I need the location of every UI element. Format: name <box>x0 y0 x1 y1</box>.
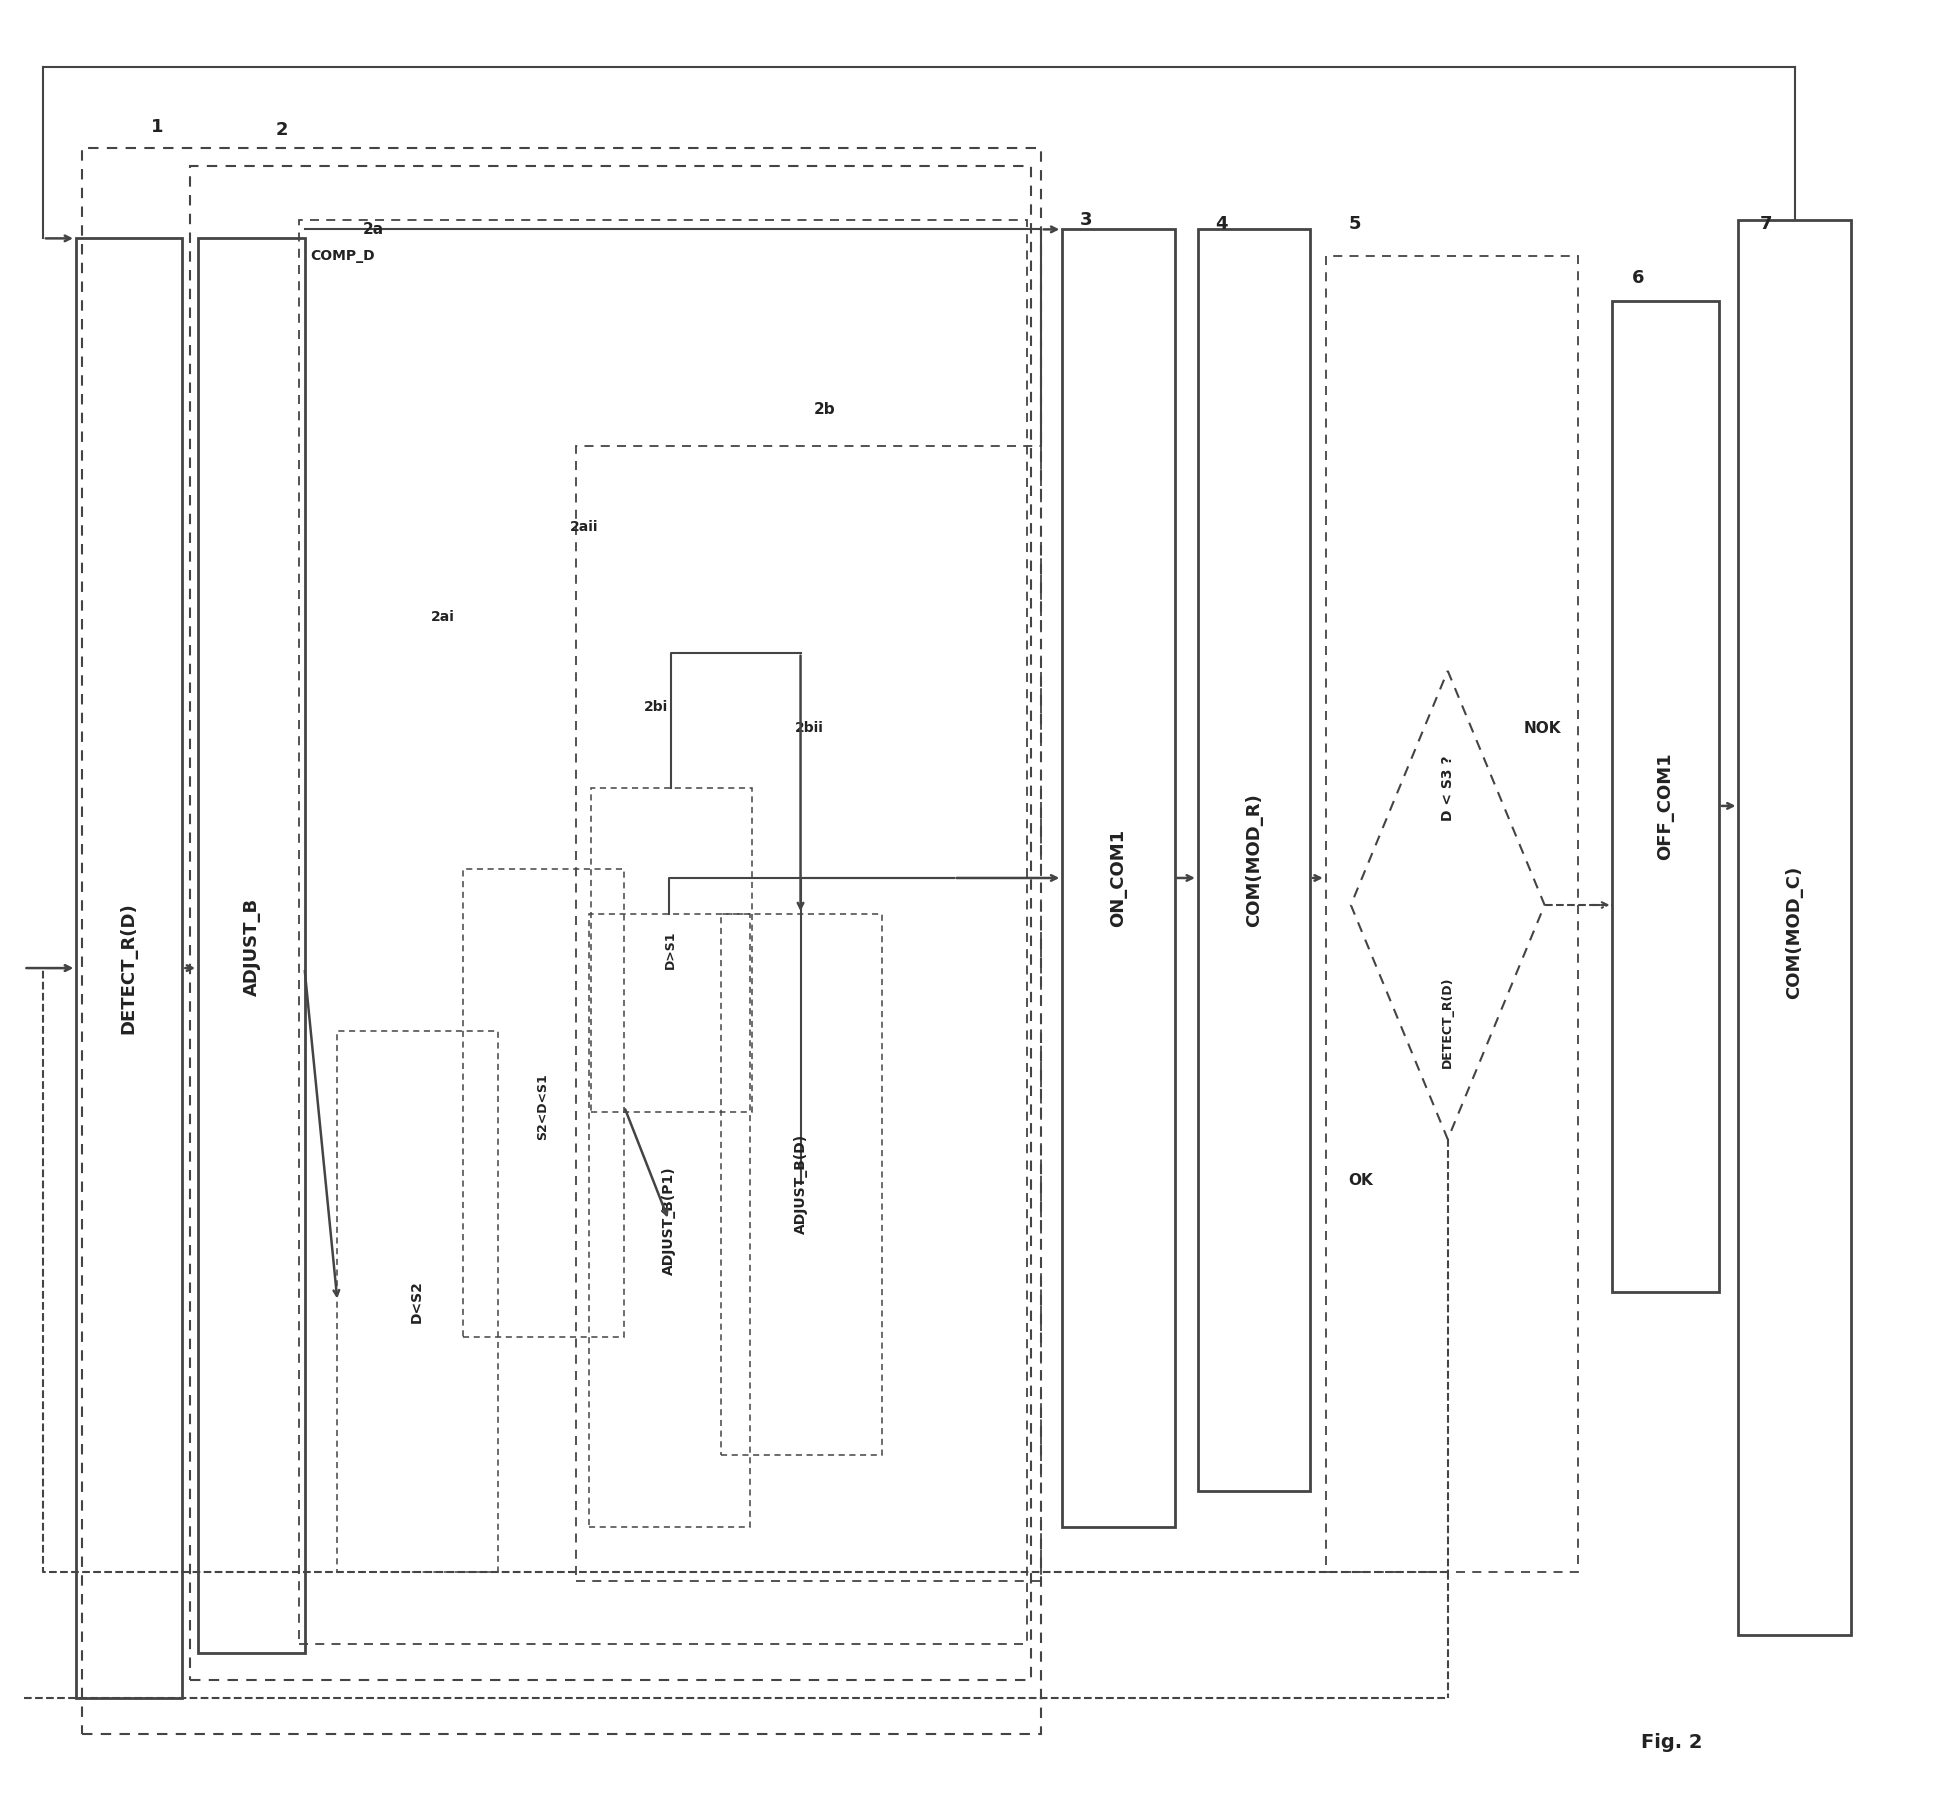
Text: 4: 4 <box>1214 215 1228 233</box>
Bar <box>76 239 183 1698</box>
Text: DETECT_R(D): DETECT_R(D) <box>119 901 136 1034</box>
Bar <box>722 914 882 1455</box>
Bar <box>1738 221 1851 1634</box>
Text: 3: 3 <box>1080 212 1092 230</box>
Bar <box>576 445 1041 1580</box>
Text: D < S3 ?: D < S3 ? <box>1440 755 1456 820</box>
Text: Fig. 2: Fig. 2 <box>1642 1734 1703 1752</box>
Bar <box>592 787 751 1111</box>
Text: 2bii: 2bii <box>794 722 823 735</box>
Text: 5: 5 <box>1349 215 1362 233</box>
Text: ADJUST_B(D): ADJUST_B(D) <box>794 1135 808 1234</box>
Bar <box>82 148 1041 1734</box>
Text: ON_COM1: ON_COM1 <box>1109 829 1127 927</box>
Text: ADJUST_B(P1): ADJUST_B(P1) <box>662 1166 675 1274</box>
Text: 2: 2 <box>276 121 288 139</box>
Text: S2<D<S1: S2<D<S1 <box>537 1073 549 1140</box>
Text: COM(MOD_R): COM(MOD_R) <box>1245 793 1263 927</box>
Bar <box>1613 302 1718 1292</box>
Bar <box>590 914 749 1526</box>
Bar <box>463 869 625 1338</box>
Text: D>S1: D>S1 <box>664 930 677 970</box>
Bar <box>191 167 1031 1680</box>
Text: DETECT_R(D): DETECT_R(D) <box>1442 976 1454 1068</box>
Text: D<S2: D<S2 <box>411 1280 424 1323</box>
Bar <box>337 1032 498 1571</box>
Text: COM(MOD_C): COM(MOD_C) <box>1786 865 1804 999</box>
Bar <box>1063 230 1175 1526</box>
Text: 1: 1 <box>152 118 163 136</box>
Bar <box>298 221 1027 1643</box>
Text: OFF_COM1: OFF_COM1 <box>1656 753 1674 860</box>
Text: OK: OK <box>1349 1173 1374 1187</box>
Text: 2a: 2a <box>362 223 383 237</box>
Text: ADJUST_B: ADJUST_B <box>243 898 261 996</box>
Text: 7: 7 <box>1759 215 1773 233</box>
Text: NOK: NOK <box>1524 720 1561 737</box>
Text: 2ai: 2ai <box>430 610 453 624</box>
Text: 2aii: 2aii <box>570 519 599 534</box>
Text: 6: 6 <box>1633 270 1644 288</box>
Text: 2bi: 2bi <box>644 700 667 713</box>
Text: COMP_D: COMP_D <box>309 250 376 264</box>
Bar <box>198 239 304 1653</box>
Bar <box>1325 257 1578 1571</box>
Text: 2b: 2b <box>813 402 835 416</box>
Bar <box>1199 230 1310 1491</box>
